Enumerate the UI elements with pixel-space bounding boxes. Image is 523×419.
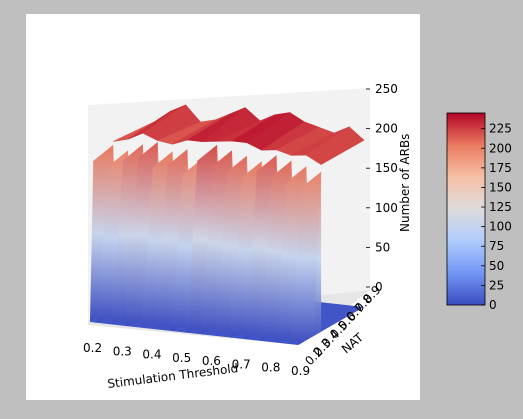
x-tick-label: 0.5 bbox=[172, 351, 191, 365]
z-tick-label: 150 bbox=[375, 161, 398, 175]
colorbar-tick-label: 100 bbox=[489, 220, 512, 234]
x-tick-label: 0.6 bbox=[202, 354, 221, 368]
colorbar-tick-label: 25 bbox=[489, 278, 504, 292]
colorbar-tick-labels: 0 25 50 75 100 125 150 175 200 225 bbox=[481, 122, 512, 312]
colorbar-tick-label: 175 bbox=[489, 161, 512, 175]
z-tick-label: 200 bbox=[375, 122, 398, 136]
x-tick-label: 0.3 bbox=[113, 344, 132, 358]
colorbar-tick-label: 150 bbox=[489, 180, 512, 194]
colorbar-tick-label: 0 bbox=[489, 298, 497, 312]
x-tick-label: 0.9 bbox=[291, 364, 310, 378]
colorbar-tick-label: 50 bbox=[489, 259, 504, 273]
colorbar-tick-label: 200 bbox=[489, 141, 512, 155]
colorbar-tick-label: 225 bbox=[489, 122, 512, 136]
x-tick-label: 0.7 bbox=[232, 357, 251, 371]
z-axis-label: Number of ARBs bbox=[398, 134, 412, 232]
colorbar bbox=[446, 112, 486, 306]
z-tick-labels: 0 50 100 150 200 250 bbox=[366, 82, 398, 294]
surface-plot bbox=[90, 104, 365, 345]
z-tick-label: 0 bbox=[375, 280, 383, 294]
surface-ridge-top bbox=[305, 126, 365, 165]
x-tick-labels: 0.2 0.3 0.4 0.5 0.6 0.7 0.8 0.9 bbox=[83, 341, 310, 378]
z-tick-label: 250 bbox=[375, 82, 398, 96]
colorbar-tick-label: 125 bbox=[489, 200, 512, 214]
surface-fin bbox=[298, 171, 322, 345]
x-tick-label: 0.8 bbox=[261, 361, 280, 375]
z-tick-label: 100 bbox=[375, 201, 398, 215]
z-tick-label: 50 bbox=[375, 240, 390, 254]
colorbar-tick-label: 75 bbox=[489, 239, 504, 253]
x-tick-label: 0.4 bbox=[142, 348, 161, 362]
x-tick-label: 0.2 bbox=[83, 341, 102, 355]
